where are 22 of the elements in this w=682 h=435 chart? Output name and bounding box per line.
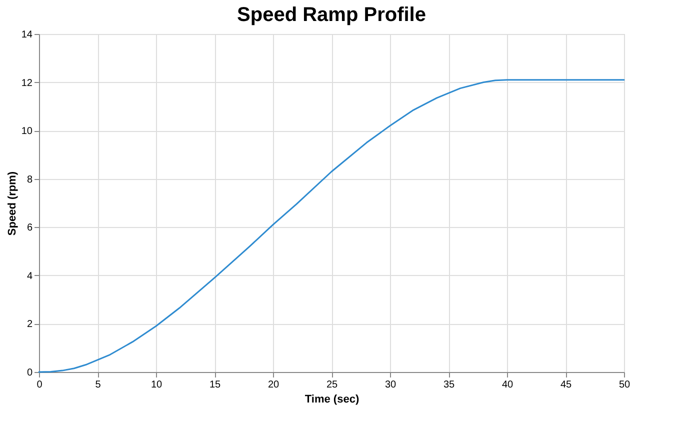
x-tick-label: 25 — [326, 380, 338, 390]
y-tick-label: 4 — [26, 270, 33, 282]
x-tick-label: 40 — [502, 380, 514, 390]
x-tick-label: 45 — [560, 380, 572, 390]
y-tick-label: 10 — [21, 126, 33, 138]
x-tick-label: 35 — [443, 380, 455, 390]
x-tick-label: 0 — [36, 380, 43, 390]
y-axis-title: Speed (rpm) — [6, 171, 18, 236]
y-tick-label: 2 — [26, 319, 33, 330]
x-tick-label: 30 — [384, 380, 396, 390]
y-tick-label: 8 — [26, 174, 33, 186]
x-tick-label: 15 — [209, 380, 221, 390]
y-tick-label: 14 — [21, 30, 33, 40]
y-tick-label: 0 — [26, 368, 33, 378]
x-tick-label: 20 — [268, 380, 280, 390]
x-tick-label: 5 — [95, 380, 102, 390]
chart-title: Speed Ramp Profile — [237, 4, 426, 26]
x-axis-title: Time (sec) — [304, 394, 360, 406]
x-tick-label: 10 — [150, 380, 162, 390]
y-tick-label: 12 — [21, 78, 33, 89]
y-tick-label: 6 — [26, 222, 33, 234]
x-tick-label: 50 — [618, 380, 630, 390]
